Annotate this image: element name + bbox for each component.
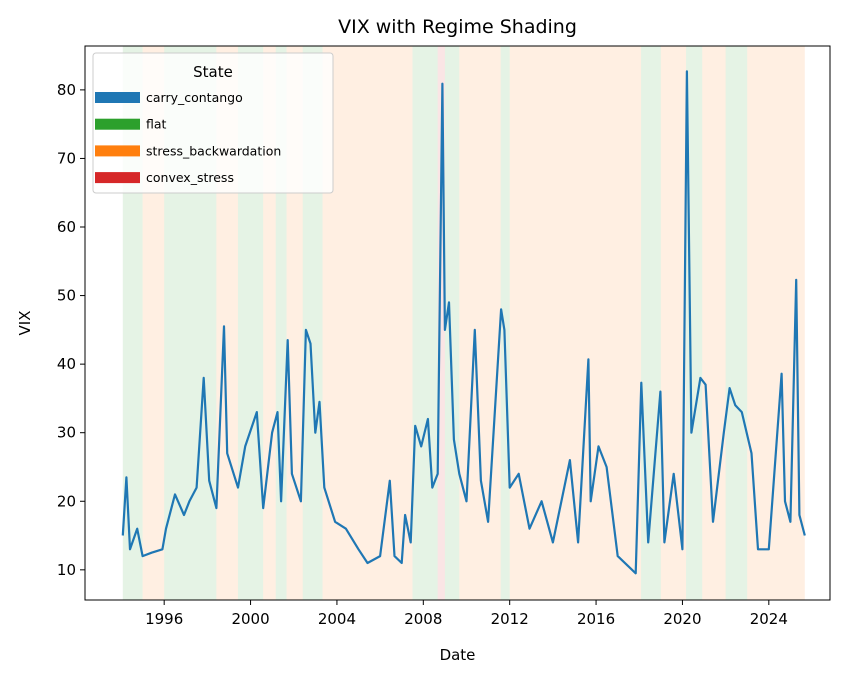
x-tick-label: 1996 bbox=[145, 610, 183, 628]
regime-band-flat bbox=[500, 46, 510, 600]
x-tick-label: 2008 bbox=[404, 610, 442, 628]
y-tick-label: 60 bbox=[57, 218, 76, 236]
y-axis-label: VIX bbox=[16, 311, 34, 336]
regime-band-flat bbox=[412, 46, 438, 600]
y-tick-label: 30 bbox=[57, 424, 76, 442]
y-tick-label: 50 bbox=[57, 287, 76, 305]
legend-title: State bbox=[193, 63, 233, 81]
y-tick-label: 10 bbox=[57, 561, 76, 579]
legend-label-convex-stress: convex_stress bbox=[146, 170, 234, 185]
x-axis-label: Date bbox=[440, 646, 476, 664]
x-axis-ticks: 1996 2000 2004 2008 2012 2016 2020 2024 bbox=[145, 600, 788, 628]
y-axis-ticks: 10 20 30 40 50 60 70 80 bbox=[57, 81, 85, 579]
x-tick-label: 2020 bbox=[663, 610, 701, 628]
regime-band-stress-backwardation bbox=[459, 46, 501, 600]
regime-band-flat bbox=[641, 46, 661, 600]
x-tick-label: 2016 bbox=[577, 610, 615, 628]
x-tick-label: 2000 bbox=[231, 610, 269, 628]
y-tick-label: 70 bbox=[57, 149, 76, 167]
regime-band-flat bbox=[275, 46, 287, 600]
x-tick-label: 2004 bbox=[318, 610, 356, 628]
series-line-vix bbox=[121, 70, 806, 575]
regime-band-flat bbox=[725, 46, 748, 600]
x-tick-label: 2012 bbox=[491, 610, 529, 628]
legend-swatch-stress-backwardation bbox=[95, 145, 140, 157]
y-tick-label: 40 bbox=[57, 355, 76, 373]
y-tick-label: 20 bbox=[57, 492, 76, 510]
legend-swatch-convex-stress bbox=[95, 172, 140, 184]
y-tick-label: 80 bbox=[57, 81, 76, 99]
legend-label-stress-backwardation: stress_backwardation bbox=[146, 143, 281, 158]
legend-box bbox=[92, 52, 334, 194]
x-tick-label: 2024 bbox=[750, 610, 788, 628]
series-layer bbox=[121, 70, 806, 575]
regime-band-stress-backwardation bbox=[322, 46, 413, 600]
legend-swatch-carry-contango bbox=[95, 92, 140, 103]
regime-band-flat bbox=[444, 46, 460, 600]
regime-band-convex-stress bbox=[437, 46, 445, 600]
regime-shading-layer bbox=[122, 46, 805, 600]
chart-title: VIX with Regime Shading bbox=[338, 16, 577, 38]
plot-area-frame bbox=[84, 45, 831, 601]
legend-label-flat: flat bbox=[146, 117, 167, 132]
regime-band-flat bbox=[686, 46, 703, 600]
legend-swatch-flat bbox=[95, 118, 140, 130]
legend-label-carry-contango: carry_contango bbox=[146, 90, 243, 105]
